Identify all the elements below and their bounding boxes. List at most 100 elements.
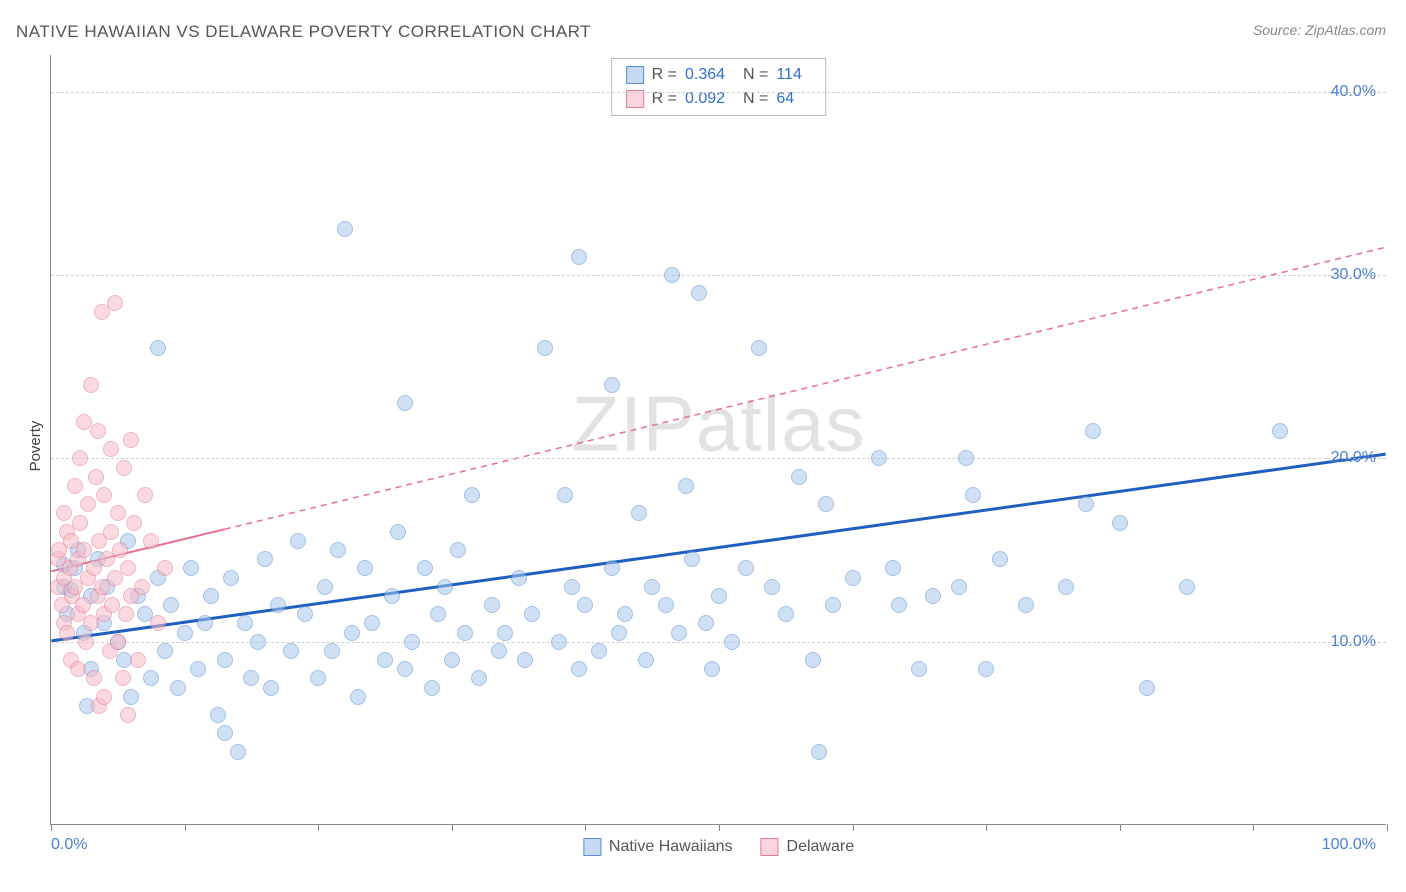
data-point <box>157 560 173 576</box>
data-point <box>237 615 253 631</box>
data-point <box>684 551 700 567</box>
data-point <box>571 661 587 677</box>
data-point <box>197 615 213 631</box>
gridline <box>51 275 1386 276</box>
data-point <box>604 560 620 576</box>
data-point <box>115 670 131 686</box>
plot-area: ZIPatlas R =0.364N =114R =0.092N =64 0.0… <box>50 55 1386 825</box>
data-point <box>137 487 153 503</box>
stat-n-value: 64 <box>776 87 811 111</box>
data-point <box>297 606 313 622</box>
data-point <box>497 625 513 641</box>
data-point <box>78 634 94 650</box>
x-axis-min-label: 0.0% <box>51 836 87 854</box>
x-tick <box>585 824 586 831</box>
data-point <box>364 615 380 631</box>
data-point <box>72 450 88 466</box>
data-point <box>751 340 767 356</box>
data-point <box>317 579 333 595</box>
data-point <box>337 221 353 237</box>
data-point <box>951 579 967 595</box>
data-point <box>638 652 654 668</box>
data-point <box>811 744 827 760</box>
data-point <box>925 588 941 604</box>
data-point <box>88 469 104 485</box>
data-point <box>992 551 1008 567</box>
data-point <box>517 652 533 668</box>
stat-r-value: 0.092 <box>685 87 735 111</box>
data-point <box>778 606 794 622</box>
data-point <box>1018 597 1034 613</box>
data-point <box>190 661 206 677</box>
data-point <box>524 606 540 622</box>
y-tick-label: 30.0% <box>1331 266 1376 284</box>
data-point <box>1272 423 1288 439</box>
y-tick-label: 40.0% <box>1331 83 1376 101</box>
legend-label: Delaware <box>787 838 855 856</box>
series-legend: Native HawaiiansDelaware <box>583 838 854 856</box>
data-point <box>491 643 507 659</box>
data-point <box>377 652 393 668</box>
chart-container: NATIVE HAWAIIAN VS DELAWARE POVERTY CORR… <box>0 0 1406 892</box>
data-point <box>891 597 907 613</box>
data-point <box>143 533 159 549</box>
data-point <box>123 432 139 448</box>
data-point <box>738 560 754 576</box>
data-point <box>103 524 119 540</box>
data-point <box>564 579 580 595</box>
data-point <box>511 570 527 586</box>
data-point <box>978 661 994 677</box>
data-point <box>76 542 92 558</box>
data-point <box>384 588 400 604</box>
stat-n-value: 114 <box>776 63 811 87</box>
data-point <box>424 680 440 696</box>
data-point <box>210 707 226 723</box>
stat-r-label: R = <box>652 87 677 111</box>
data-point <box>397 661 413 677</box>
x-tick <box>1253 824 1254 831</box>
data-point <box>457 625 473 641</box>
data-point <box>484 597 500 613</box>
data-point <box>150 615 166 631</box>
x-tick <box>185 824 186 831</box>
chart-title: NATIVE HAWAIIAN VS DELAWARE POVERTY CORR… <box>16 22 591 42</box>
source-label: Source: ZipAtlas.com <box>1253 22 1386 38</box>
data-point <box>157 643 173 659</box>
stats-legend-box: R =0.364N =114R =0.092N =64 <box>611 58 827 116</box>
x-axis-max-label: 100.0% <box>1322 836 1376 854</box>
data-point <box>390 524 406 540</box>
data-point <box>80 496 96 512</box>
data-point <box>243 670 259 686</box>
data-point <box>698 615 714 631</box>
data-point <box>617 606 633 622</box>
x-tick <box>452 824 453 831</box>
data-point <box>1078 496 1094 512</box>
data-point <box>818 496 834 512</box>
data-point <box>464 487 480 503</box>
data-point <box>611 625 627 641</box>
data-point <box>691 285 707 301</box>
data-point <box>183 560 199 576</box>
data-point <box>471 670 487 686</box>
data-point <box>130 652 146 668</box>
legend-swatch <box>583 838 601 856</box>
data-point <box>143 670 159 686</box>
data-point <box>671 625 687 641</box>
data-point <box>177 625 193 641</box>
data-point <box>223 570 239 586</box>
data-point <box>67 478 83 494</box>
data-point <box>290 533 306 549</box>
data-point <box>217 652 233 668</box>
data-point <box>537 340 553 356</box>
data-point <box>217 725 233 741</box>
x-tick <box>51 824 52 831</box>
data-point <box>911 661 927 677</box>
x-tick <box>318 824 319 831</box>
legend-swatch <box>761 838 779 856</box>
data-point <box>577 597 593 613</box>
data-point <box>150 340 166 356</box>
data-point <box>96 487 112 503</box>
data-point <box>123 689 139 705</box>
data-point <box>70 661 86 677</box>
data-point <box>571 249 587 265</box>
